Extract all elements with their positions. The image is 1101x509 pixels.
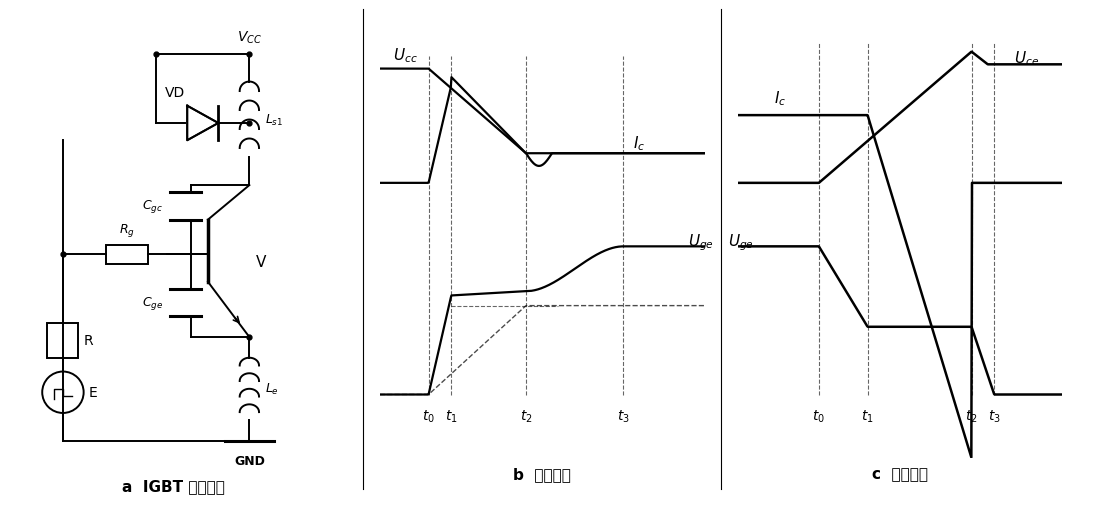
Text: $U_{ge}$: $U_{ge}$: [688, 233, 715, 253]
Text: E: E: [89, 385, 98, 400]
Text: b  开通波形: b 开通波形: [513, 467, 571, 482]
Text: $I_c$: $I_c$: [774, 89, 786, 107]
Text: $C_{ge}$: $C_{ge}$: [142, 294, 163, 312]
Text: $L_e$: $L_e$: [265, 382, 279, 397]
FancyBboxPatch shape: [47, 324, 78, 358]
Text: $t_0$: $t_0$: [422, 407, 435, 424]
Text: $t_3$: $t_3$: [988, 407, 1001, 424]
Text: R: R: [84, 334, 94, 348]
Text: $t_0$: $t_0$: [813, 407, 826, 424]
Text: c  关断波形: c 关断波形: [872, 467, 928, 482]
Text: $U_{ce}$: $U_{ce}$: [1014, 49, 1039, 68]
Text: GND: GND: [233, 455, 265, 467]
Text: $t_1$: $t_1$: [445, 407, 458, 424]
Text: $I_c$: $I_c$: [633, 134, 645, 153]
Text: $L_{s1}$: $L_{s1}$: [265, 113, 283, 128]
FancyBboxPatch shape: [106, 245, 148, 264]
Text: $t_1$: $t_1$: [861, 407, 874, 424]
Text: $U_{cc}$: $U_{cc}$: [393, 46, 417, 65]
Text: $R_g$: $R_g$: [119, 221, 134, 238]
Text: $t_2$: $t_2$: [520, 407, 532, 424]
Text: $t_3$: $t_3$: [617, 407, 630, 424]
Text: V: V: [257, 254, 266, 269]
Text: $C_{gc}$: $C_{gc}$: [142, 198, 163, 215]
Polygon shape: [187, 106, 218, 141]
Text: a  IGBT 开关等效: a IGBT 开关等效: [122, 478, 225, 494]
Text: $t_2$: $t_2$: [966, 407, 978, 424]
Text: $U_{ge}$: $U_{ge}$: [728, 233, 754, 253]
Text: $V_{CC}$: $V_{CC}$: [237, 30, 262, 46]
Text: VD: VD: [165, 86, 185, 100]
